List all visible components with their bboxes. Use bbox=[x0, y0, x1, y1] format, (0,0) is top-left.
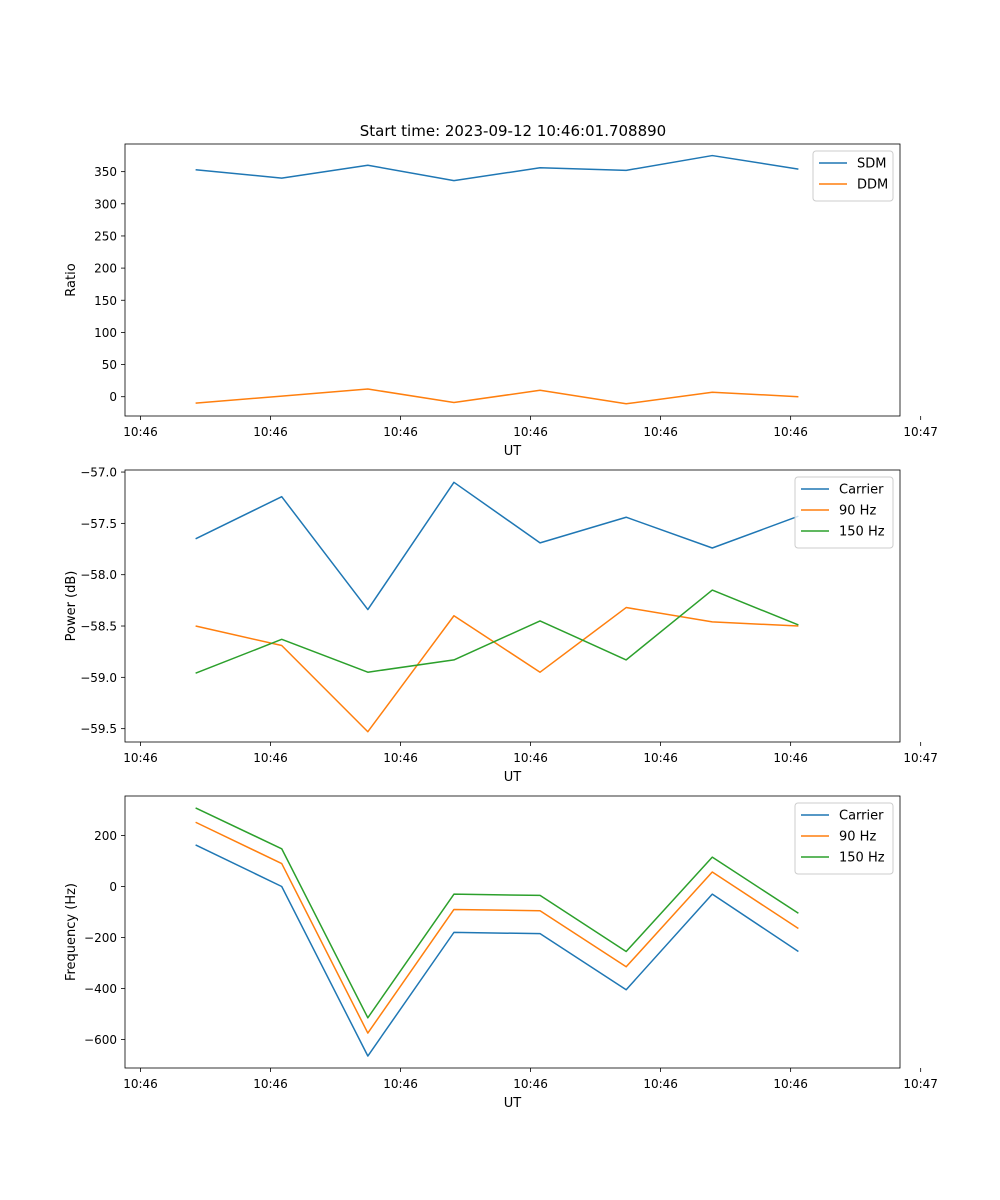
series-line-90-hz bbox=[195, 606, 799, 733]
y-tick-label: −59.5 bbox=[80, 722, 117, 736]
y-tick-label: 150 bbox=[94, 294, 117, 308]
x-tick-label: 10:46 bbox=[383, 1077, 418, 1091]
figure-title: Start time: 2023-09-12 10:46:01.708890 bbox=[360, 122, 666, 140]
legend-label: Carrier bbox=[839, 809, 884, 824]
x-tick-label: 10:46 bbox=[513, 425, 548, 439]
axes-frame bbox=[124, 143, 901, 417]
y-tick-label: −58.5 bbox=[80, 620, 117, 634]
x-tick-label: 10:46 bbox=[253, 425, 288, 439]
x-tick-label: 10:46 bbox=[643, 1077, 678, 1091]
y-axis-label: Frequency (Hz) bbox=[64, 883, 79, 981]
series-line-carrier bbox=[195, 844, 799, 1057]
series-line-sdm bbox=[195, 154, 799, 182]
x-tick-label: 10:46 bbox=[123, 425, 158, 439]
x-tick-label: 10:46 bbox=[383, 751, 418, 765]
y-tick-label: 300 bbox=[94, 197, 117, 211]
y-tick-label: 200 bbox=[94, 262, 117, 276]
x-tick-label: 10:46 bbox=[643, 751, 678, 765]
y-tick-label: −200 bbox=[84, 931, 117, 945]
x-tick-label: 10:46 bbox=[513, 1077, 548, 1091]
series-line-90-hz bbox=[195, 821, 799, 1034]
y-tick-label: 200 bbox=[94, 829, 117, 843]
y-tick-label: −58.0 bbox=[80, 568, 117, 582]
x-tick-label: 10:46 bbox=[383, 425, 418, 439]
legend-label: DDM bbox=[857, 178, 888, 193]
x-axis-label: UT bbox=[504, 444, 522, 459]
y-axis-label: Power (dB) bbox=[64, 571, 79, 642]
x-tick-label: 10:47 bbox=[903, 751, 938, 765]
x-tick-label: 10:46 bbox=[513, 751, 548, 765]
x-tick-label: 10:46 bbox=[253, 751, 288, 765]
x-tick-label: 10:46 bbox=[253, 1077, 288, 1091]
series-line-150-hz bbox=[195, 807, 799, 1019]
legend-label: Carrier bbox=[839, 483, 884, 498]
y-tick-label: −400 bbox=[84, 982, 117, 996]
y-tick-label: −600 bbox=[84, 1033, 117, 1047]
legend-label: 150 Hz bbox=[839, 851, 885, 866]
legend: Carrier 90 Hz 150 Hz bbox=[794, 476, 894, 549]
y-tick-label: −59.0 bbox=[80, 671, 117, 685]
y-tick-label: 100 bbox=[94, 326, 117, 340]
legend: SDM DDM bbox=[812, 150, 894, 202]
y-tick-label: 350 bbox=[94, 165, 117, 179]
y-axis-label: Ratio bbox=[64, 263, 79, 296]
y-tick-label: 0 bbox=[109, 880, 117, 894]
series-line-ddm bbox=[195, 388, 799, 405]
x-tick-label: 10:46 bbox=[123, 751, 158, 765]
panel-3: 10:46 10:46 10:46 10:46 10:46 10:46 10:47 −600 −… bbox=[64, 795, 938, 1111]
x-tick-label: 10:46 bbox=[773, 751, 808, 765]
axes-frame bbox=[124, 795, 901, 1069]
x-tick-label: 10:47 bbox=[903, 425, 938, 439]
x-tick-label: 10:46 bbox=[773, 1077, 808, 1091]
legend-label: SDM bbox=[857, 157, 886, 172]
x-tick-label: 10:46 bbox=[773, 425, 808, 439]
panel-1: 10:46 10:46 10:46 10:46 10:46 10:46 10:47 0 50 10… bbox=[64, 143, 938, 459]
x-axis-label: UT bbox=[504, 770, 522, 785]
y-tick-label: 250 bbox=[94, 229, 117, 243]
y-tick-label: 50 bbox=[102, 358, 117, 372]
panel-2: 10:46 10:46 10:46 10:46 10:46 10:46 10:47 −59.5… bbox=[64, 466, 938, 785]
y-tick-label: −57.0 bbox=[80, 466, 117, 480]
x-tick-label: 10:46 bbox=[643, 425, 678, 439]
y-tick-label: 0 bbox=[109, 390, 117, 404]
legend-label: 150 Hz bbox=[839, 525, 885, 540]
legend-label: 90 Hz bbox=[839, 504, 876, 519]
legend-label: 90 Hz bbox=[839, 830, 876, 845]
x-tick-label: 10:47 bbox=[903, 1077, 938, 1091]
x-axis-label: UT bbox=[504, 1096, 522, 1111]
x-tick-label: 10:46 bbox=[123, 1077, 158, 1091]
legend: Carrier 90 Hz 150 Hz bbox=[794, 802, 894, 875]
y-tick-label: −57.5 bbox=[80, 517, 117, 531]
series-line-carrier bbox=[195, 481, 799, 611]
series-line-150-hz bbox=[195, 589, 799, 674]
axes-frame bbox=[124, 469, 901, 743]
